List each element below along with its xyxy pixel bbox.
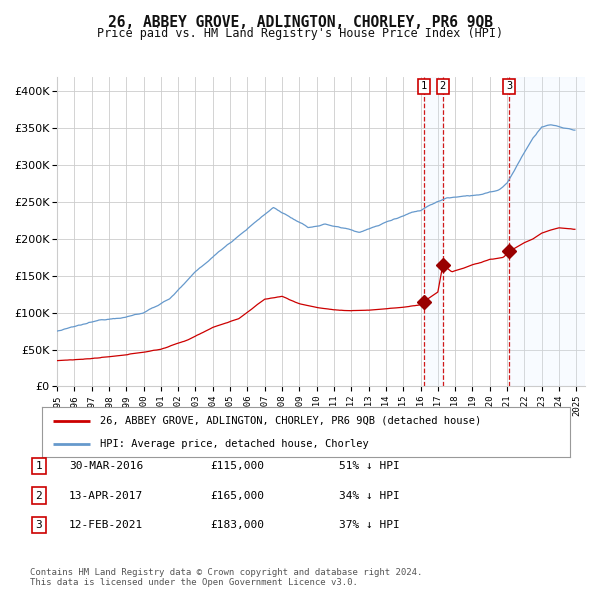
- Text: £115,000: £115,000: [210, 461, 264, 471]
- Text: 26, ABBEY GROVE, ADLINGTON, CHORLEY, PR6 9QB: 26, ABBEY GROVE, ADLINGTON, CHORLEY, PR6…: [107, 15, 493, 30]
- Text: This data is licensed under the Open Government Licence v3.0.: This data is licensed under the Open Gov…: [30, 578, 358, 587]
- Text: 34% ↓ HPI: 34% ↓ HPI: [339, 491, 400, 500]
- Text: 2: 2: [440, 81, 446, 91]
- Text: HPI: Average price, detached house, Chorley: HPI: Average price, detached house, Chor…: [100, 439, 369, 449]
- Text: 1: 1: [35, 461, 43, 471]
- Text: 51% ↓ HPI: 51% ↓ HPI: [339, 461, 400, 471]
- Bar: [509, 77, 585, 386]
- Text: £183,000: £183,000: [210, 520, 264, 530]
- Text: 12-FEB-2021: 12-FEB-2021: [69, 520, 143, 530]
- Bar: [424, 77, 443, 386]
- Text: £165,000: £165,000: [210, 491, 264, 500]
- Text: Contains HM Land Registry data © Crown copyright and database right 2024.: Contains HM Land Registry data © Crown c…: [30, 568, 422, 576]
- Text: 3: 3: [35, 520, 43, 530]
- Text: 37% ↓ HPI: 37% ↓ HPI: [339, 520, 400, 530]
- Text: 1: 1: [421, 81, 427, 91]
- Text: 2: 2: [35, 491, 43, 500]
- Text: 30-MAR-2016: 30-MAR-2016: [69, 461, 143, 471]
- Text: Price paid vs. HM Land Registry's House Price Index (HPI): Price paid vs. HM Land Registry's House …: [97, 27, 503, 40]
- Text: 13-APR-2017: 13-APR-2017: [69, 491, 143, 500]
- Text: 26, ABBEY GROVE, ADLINGTON, CHORLEY, PR6 9QB (detached house): 26, ABBEY GROVE, ADLINGTON, CHORLEY, PR6…: [100, 415, 481, 425]
- Text: 3: 3: [506, 81, 512, 91]
